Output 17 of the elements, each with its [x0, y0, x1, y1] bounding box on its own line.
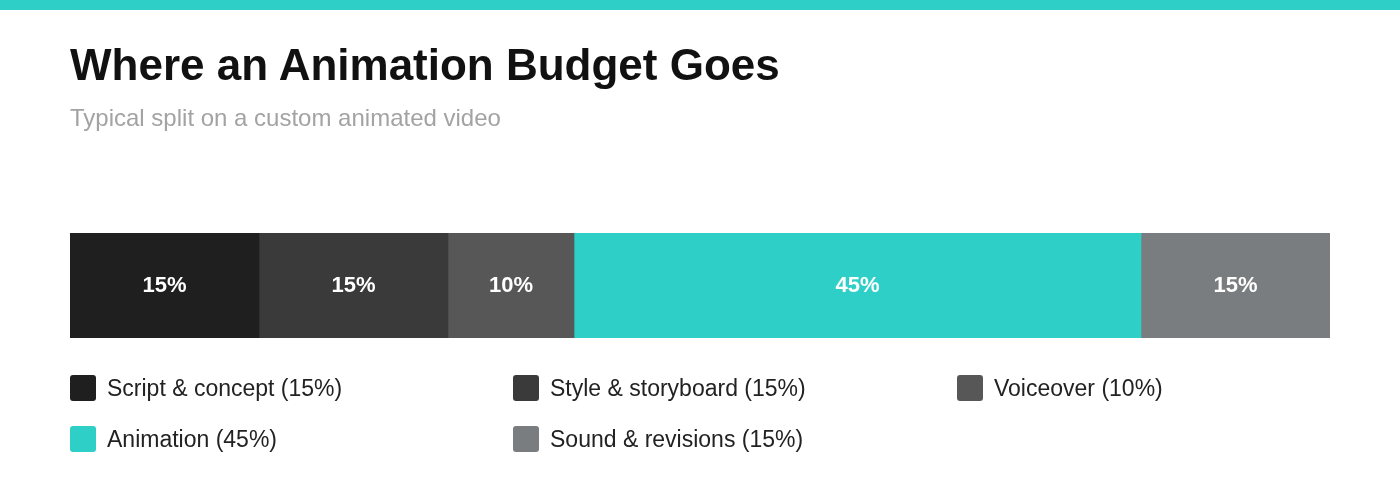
bar [258, 233, 449, 338]
data-label: 15% [142, 271, 187, 297]
data-label: 45% [835, 271, 880, 297]
bar [1140, 233, 1330, 338]
chart-title: Where an Animation Budget Goes [70, 40, 780, 90]
legend-label: Script & concept (15%) [107, 374, 343, 402]
legend-label: Sound & revisions (15%) [550, 425, 804, 453]
bar [447, 233, 575, 338]
bar [70, 233, 260, 338]
data-label: 15% [1213, 271, 1258, 297]
legend-label: Voiceover (10%) [994, 374, 1163, 402]
legend-label: Animation (45%) [107, 425, 278, 453]
chart-subtitle: Typical split on a custom animated video [70, 104, 501, 132]
data-label: 15% [331, 271, 376, 297]
legend-label: Style & storyboard (15%) [550, 374, 806, 402]
data-label: 10% [488, 271, 534, 297]
bar [573, 233, 1142, 338]
